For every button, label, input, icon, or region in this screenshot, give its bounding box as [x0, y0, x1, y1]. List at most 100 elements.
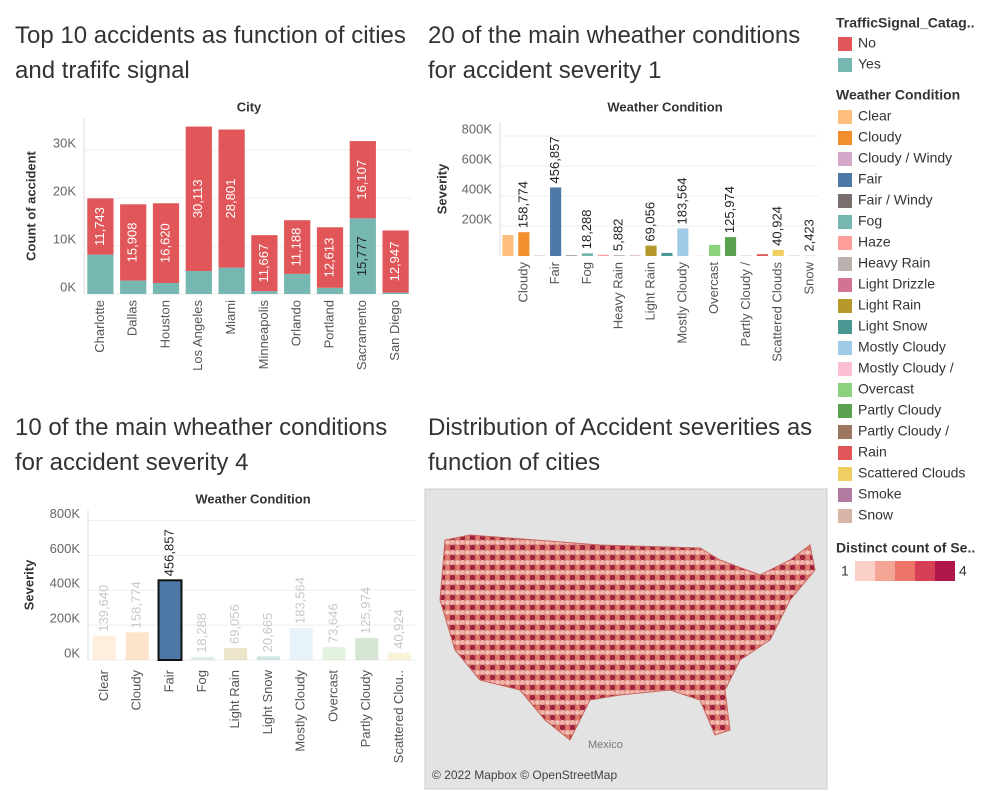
legend-swatch: [838, 236, 852, 250]
value-label: 18,288: [194, 613, 209, 653]
legend-label: No: [858, 35, 876, 51]
x-tick-label: Clear: [96, 669, 111, 701]
value-label: 20,665: [260, 613, 275, 653]
x-tick-label: Heavy Rain: [611, 262, 626, 329]
value-label: 183,564: [674, 177, 689, 224]
bar-segment: [349, 218, 376, 294]
bar: [597, 254, 609, 256]
legend-swatch: [838, 278, 852, 292]
x-tick-label: Los Angeles: [190, 300, 205, 371]
value-label: 5,882: [611, 219, 626, 252]
x-tick-label: Partly Cloudy /: [738, 262, 753, 347]
y-axis-title: Severity: [434, 163, 449, 214]
value-label: 40,924: [770, 206, 785, 246]
y-axis-title: Count of accident: [23, 150, 38, 260]
value-label: 15,908: [125, 223, 140, 263]
bar: [677, 228, 689, 256]
value-label: 11,188: [289, 228, 304, 267]
value-label: 12,613: [321, 238, 336, 278]
bar: [157, 579, 183, 661]
bar: [550, 187, 562, 256]
legend-ramp-step: [875, 561, 895, 581]
legend-swatch: [838, 37, 852, 51]
value-label: 158,774: [129, 581, 144, 628]
legend-title: Weather Condition: [836, 87, 960, 103]
x-tick-label: Fog: [579, 262, 594, 284]
bar-segment: [349, 141, 376, 219]
x-tick-label: Scattered Clou..: [391, 670, 406, 763]
legend-label: Partly Cloudy: [858, 402, 941, 418]
bar: [565, 255, 578, 256]
legend-label: Yes: [858, 56, 881, 72]
bar: [613, 255, 625, 256]
chart-title: Distribution of Accident severities as f…: [428, 414, 813, 476]
x-tick-label: Light Rain: [227, 670, 242, 729]
legend-swatch: [838, 383, 852, 397]
x-tick-label: Overcast: [706, 262, 721, 314]
chart-header: Weather Condition: [195, 491, 310, 506]
legend-label: Rain: [858, 444, 887, 460]
value-label: 16,620: [157, 223, 172, 263]
legend-swatch: [838, 152, 852, 166]
x-tick-label: Partly Cloudy: [358, 670, 373, 748]
legend-swatch: [838, 173, 852, 187]
legend-swatch: [838, 509, 852, 523]
value-label: 30,113: [190, 179, 205, 218]
value-label: 28,801: [223, 179, 238, 219]
chart-title: 10 of the main wheather conditions for a…: [15, 414, 388, 476]
x-tick-label: San Diego: [387, 300, 402, 361]
legend-ramp-step: [895, 561, 915, 581]
bar: [224, 647, 248, 660]
legend-label: Fair: [858, 171, 882, 187]
x-tick-label: Overcast: [325, 670, 340, 722]
bar-segment: [120, 280, 147, 294]
legend-swatch: [838, 58, 852, 72]
legend-label: Mostly Cloudy /: [858, 360, 954, 376]
value-label: 125,974: [358, 587, 373, 634]
x-tick-label: Orlando: [289, 300, 304, 346]
legend-label: Smoke: [858, 486, 902, 502]
legend-swatch: [838, 467, 852, 481]
x-tick-label: Mostly Cloudy: [674, 262, 689, 344]
legend-swatch: [838, 299, 852, 313]
bar-segment: [251, 291, 278, 294]
y-tick-label: 0K: [60, 279, 76, 294]
x-tick-label: Sacramento: [354, 300, 369, 370]
bar-segment: [382, 292, 409, 294]
legend-label: Snow: [858, 507, 894, 523]
legend-label: Overcast: [858, 381, 914, 397]
y-tick-label: 0K: [64, 645, 80, 660]
bar: [709, 244, 721, 256]
chart-header: Weather Condition: [607, 99, 722, 114]
legend-label: Light Rain: [858, 297, 921, 313]
y-tick-label: 200K: [462, 211, 493, 226]
bar: [661, 252, 673, 256]
y-tick-label: 20K: [53, 184, 76, 199]
legend-label: Light Snow: [858, 318, 928, 334]
value-label: 40,924: [391, 609, 406, 649]
bar: [756, 254, 768, 256]
x-tick-label: Cloudy: [129, 670, 144, 711]
bar-segment: [120, 204, 147, 281]
value-label: 69,056: [642, 202, 657, 242]
x-tick-label: Fair: [161, 669, 176, 692]
bar: [322, 647, 346, 660]
legend-ramp-step: [935, 561, 955, 581]
x-tick-label: Scattered Clouds: [770, 262, 785, 362]
legend-label: Fog: [858, 213, 882, 229]
chart-header: City: [237, 99, 262, 114]
bar-segment: [87, 198, 114, 255]
chart-title: Top 10 accidents as function of cities a…: [15, 22, 406, 84]
bar: [645, 245, 657, 256]
legend-label: Scattered Clouds: [858, 465, 965, 481]
bar: [256, 656, 280, 660]
x-tick-label: Minneapolis: [256, 300, 271, 370]
legend-swatch: [838, 404, 852, 418]
bar: [125, 632, 149, 660]
bar-segment: [152, 282, 180, 294]
bar-segment: [185, 126, 212, 271]
value-label: 18,288: [579, 209, 594, 249]
legend-swatch: [838, 194, 852, 208]
bar-segment: [87, 254, 114, 294]
